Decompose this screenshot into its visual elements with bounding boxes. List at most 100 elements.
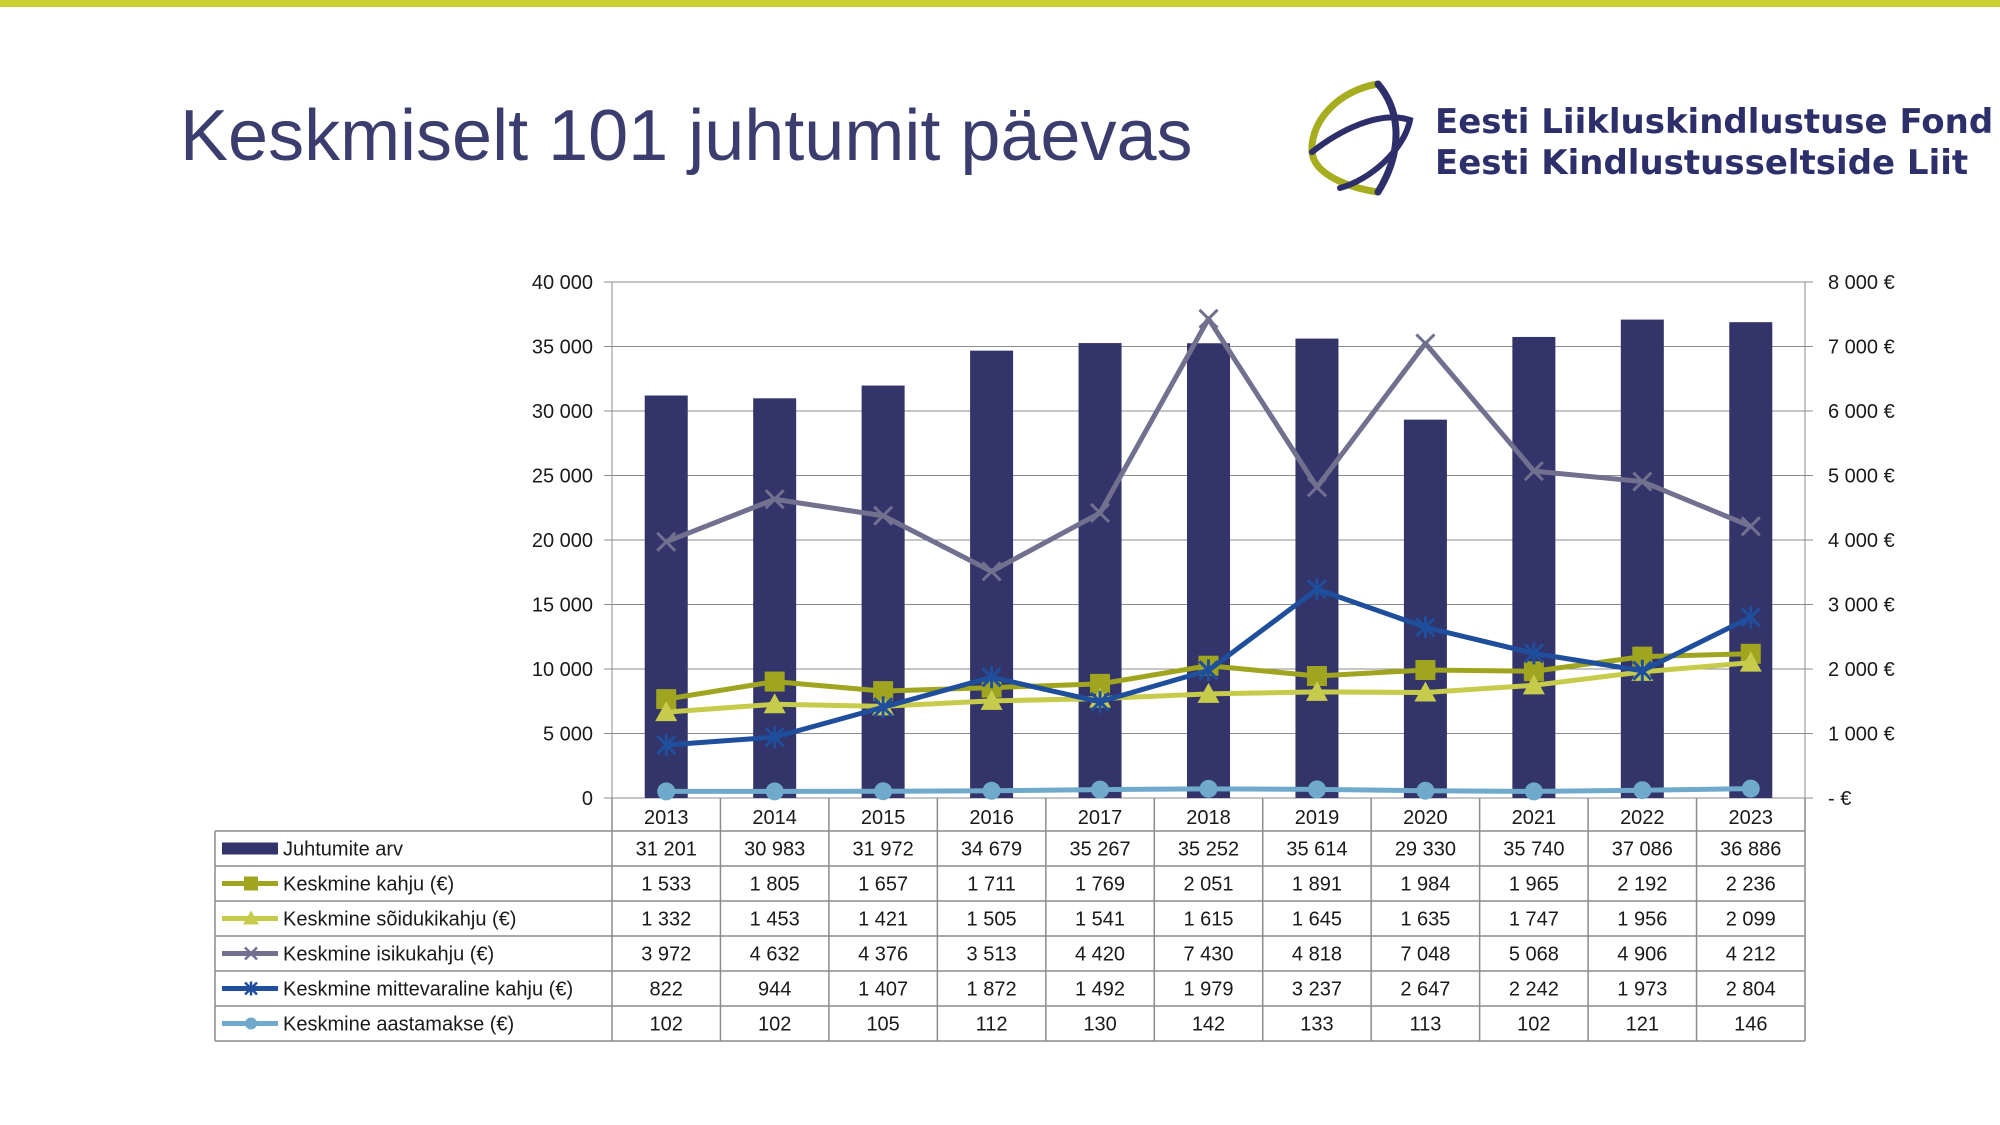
right-axis-tick-label: 3 000 € bbox=[1828, 595, 1895, 617]
bar bbox=[1187, 343, 1230, 798]
data-label: 2 647 bbox=[1400, 979, 1450, 1001]
series-point bbox=[1415, 660, 1436, 681]
series-point bbox=[765, 782, 784, 801]
data-label: 1 635 bbox=[1400, 909, 1450, 931]
data-label: 2 051 bbox=[1183, 874, 1233, 896]
line-series bbox=[656, 578, 1761, 756]
series-point bbox=[1199, 779, 1218, 798]
page-title: Keskmiselt 101 juhtumit päevas bbox=[180, 96, 1193, 176]
data-label: 102 bbox=[758, 1014, 791, 1036]
series-point bbox=[1091, 780, 1110, 799]
category-label: 2017 bbox=[1078, 807, 1123, 829]
right-axis-tick-label: 8 000 € bbox=[1828, 272, 1895, 294]
bar bbox=[1729, 322, 1773, 798]
data-label: 37 086 bbox=[1612, 839, 1673, 861]
bar bbox=[644, 395, 688, 798]
logo-text-line-2: Eesti Kindlustusseltside Liit bbox=[1435, 143, 1969, 183]
data-label: 1 332 bbox=[641, 909, 691, 931]
series-name-label: Keskmine sõidukikahju (€) bbox=[283, 909, 516, 931]
category-label: 2021 bbox=[1512, 807, 1557, 829]
logo-text-line-1: Eesti Liikluskindlustuse Fond bbox=[1435, 102, 1994, 142]
right-axis-tick-label: 6 000 € bbox=[1828, 401, 1895, 423]
data-label: 130 bbox=[1083, 1014, 1116, 1036]
legend-marker bbox=[244, 946, 258, 961]
data-label: 4 632 bbox=[750, 944, 800, 966]
legend-swatch bbox=[222, 842, 278, 855]
data-label: 4 376 bbox=[858, 944, 908, 966]
data-label: 2 099 bbox=[1726, 909, 1776, 931]
data-label: 35 614 bbox=[1286, 839, 1347, 861]
data-label: 29 330 bbox=[1395, 839, 1456, 861]
data-label: 4 818 bbox=[1292, 944, 1342, 966]
data-label: 1 872 bbox=[967, 979, 1017, 1001]
series-point bbox=[1306, 578, 1328, 601]
legend-marker bbox=[244, 981, 258, 996]
data-label: 1 505 bbox=[967, 909, 1017, 931]
series-name-label: Juhtumite arv bbox=[283, 839, 403, 861]
series-name-label: Keskmine kahju (€) bbox=[283, 874, 454, 896]
series-point bbox=[763, 693, 786, 714]
series-point bbox=[657, 782, 676, 801]
series-point bbox=[1523, 642, 1544, 665]
series-point bbox=[1524, 782, 1543, 801]
data-label: 142 bbox=[1192, 1014, 1225, 1036]
series-point bbox=[1090, 673, 1111, 694]
data-label: 1 492 bbox=[1075, 979, 1125, 1001]
series-point bbox=[655, 701, 678, 722]
series-point bbox=[1633, 781, 1652, 800]
right-axis-tick-label: 5 000 € bbox=[1828, 466, 1895, 488]
left-axis-tick-label: 40 000 bbox=[532, 272, 593, 294]
data-label: 133 bbox=[1300, 1014, 1333, 1036]
series-point bbox=[764, 726, 785, 749]
data-label: 1 965 bbox=[1509, 874, 1559, 896]
series-point bbox=[1414, 681, 1437, 702]
bar bbox=[1512, 336, 1556, 798]
data-label: 113 bbox=[1409, 1014, 1441, 1036]
series-point bbox=[1523, 661, 1544, 682]
series-point bbox=[1305, 680, 1328, 701]
data-label: 1 979 bbox=[1183, 979, 1233, 1001]
series-name-label: Keskmine aastamakse (€) bbox=[283, 1014, 514, 1036]
right-axis-tick-label: 7 000 € bbox=[1828, 337, 1895, 359]
accent-top-bar bbox=[0, 0, 2000, 7]
series-point bbox=[1416, 781, 1435, 800]
bar bbox=[1078, 343, 1122, 798]
series-point bbox=[764, 489, 785, 510]
data-label: 1 769 bbox=[1075, 874, 1125, 896]
legend-marker bbox=[245, 1017, 257, 1030]
data-label: 34 679 bbox=[961, 839, 1022, 861]
data-label: 121 bbox=[1626, 1014, 1659, 1036]
data-label: 822 bbox=[650, 979, 683, 1001]
series-point bbox=[982, 781, 1001, 800]
series-point bbox=[1632, 659, 1653, 682]
data-label: 35 267 bbox=[1069, 839, 1130, 861]
data-label: 105 bbox=[866, 1014, 899, 1036]
data-label: 1 407 bbox=[858, 979, 908, 1001]
data-label: 146 bbox=[1734, 1014, 1767, 1036]
series-point bbox=[1740, 516, 1761, 537]
series-name-label: Keskmine mittevaraline kahju (€) bbox=[283, 979, 573, 1001]
category-label: 2023 bbox=[1729, 807, 1774, 829]
series-point bbox=[873, 696, 894, 719]
series-point bbox=[764, 671, 785, 692]
series-point bbox=[1522, 674, 1545, 695]
data-label: 1 453 bbox=[750, 909, 800, 931]
category-label: 2019 bbox=[1295, 807, 1340, 829]
legend-marker bbox=[243, 910, 259, 925]
series-point bbox=[1523, 461, 1544, 482]
data-label: 3 237 bbox=[1292, 979, 1342, 1001]
left-axis-tick-label: 15 000 bbox=[532, 595, 593, 617]
data-label: 7 430 bbox=[1183, 944, 1233, 966]
series-point bbox=[656, 733, 677, 756]
series-point bbox=[1415, 333, 1436, 354]
line-series bbox=[656, 308, 1761, 582]
data-label: 5 068 bbox=[1509, 944, 1559, 966]
category-label: 2018 bbox=[1186, 807, 1231, 829]
data-label: 35 252 bbox=[1178, 839, 1239, 861]
right-axis-tick-label: - € bbox=[1828, 788, 1851, 810]
logo-emblem-icon bbox=[1308, 80, 1414, 196]
series-point bbox=[1198, 659, 1219, 682]
series-point bbox=[1306, 477, 1328, 498]
series-point bbox=[1089, 502, 1111, 523]
data-label: 944 bbox=[758, 979, 791, 1001]
